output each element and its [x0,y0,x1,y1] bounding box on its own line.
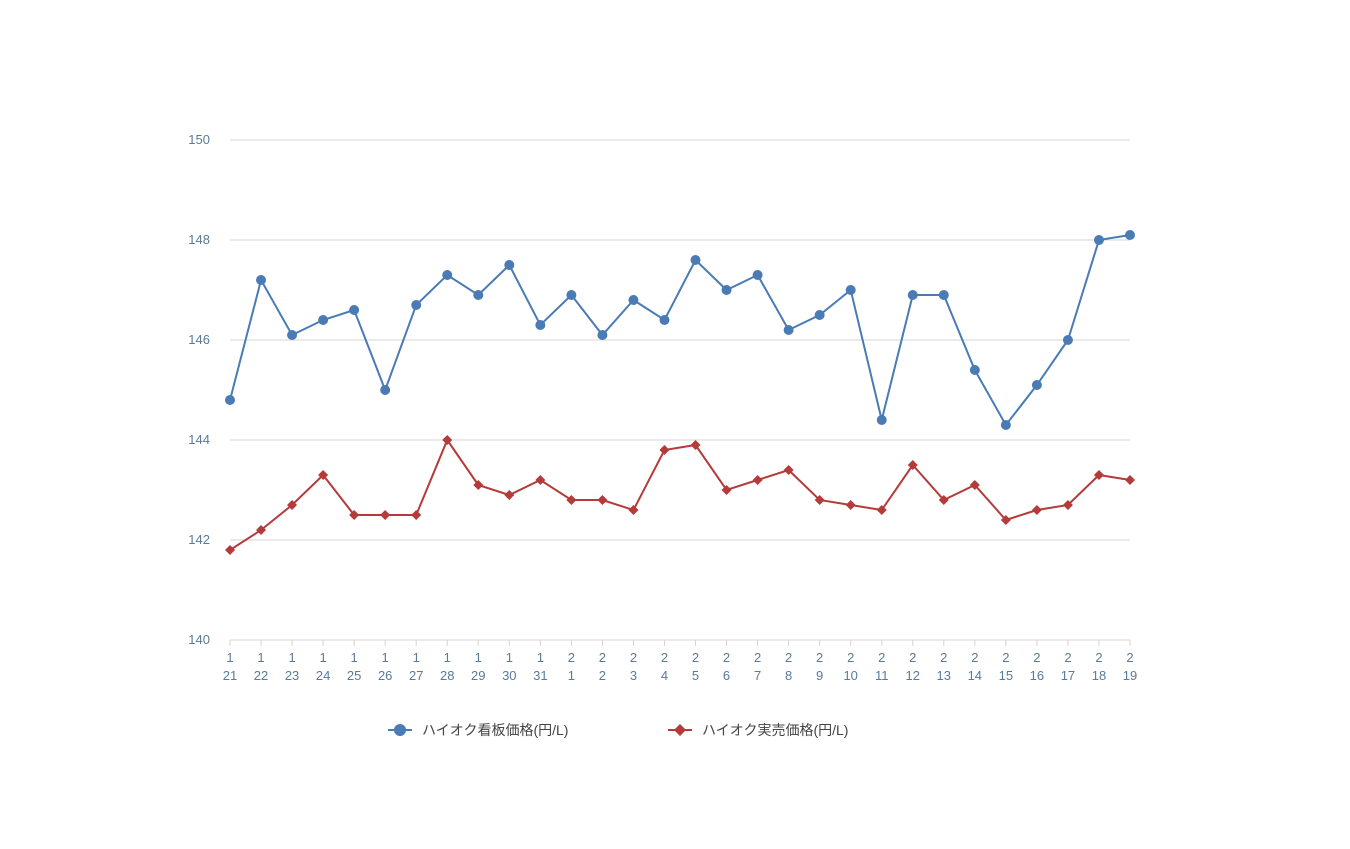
svg-text:2: 2 [1126,650,1133,665]
svg-text:26: 26 [378,668,392,683]
svg-text:24: 24 [316,668,330,683]
svg-text:2: 2 [754,650,761,665]
svg-text:2: 2 [971,650,978,665]
svg-text:8: 8 [785,668,792,683]
svg-text:19: 19 [1123,668,1137,683]
price-chart: 1401421441461481501211221231241251261271… [0,0,1350,844]
svg-text:2: 2 [909,650,916,665]
svg-text:146: 146 [188,332,210,347]
svg-text:16: 16 [1030,668,1044,683]
svg-text:ハイオク看板価格(円/L): ハイオク看板価格(円/L) [422,722,568,738]
svg-text:11: 11 [875,668,889,683]
svg-text:1: 1 [444,650,451,665]
svg-text:27: 27 [409,668,423,683]
svg-text:15: 15 [999,668,1013,683]
svg-text:14: 14 [968,668,982,683]
svg-text:142: 142 [188,532,210,547]
svg-text:1: 1 [568,668,575,683]
svg-text:2: 2 [630,650,637,665]
svg-text:1: 1 [319,650,326,665]
svg-text:23: 23 [285,668,299,683]
svg-text:30: 30 [502,668,516,683]
svg-text:7: 7 [754,668,761,683]
svg-text:6: 6 [723,668,730,683]
svg-text:2: 2 [599,650,606,665]
svg-text:ハイオク実売価格(円/L): ハイオク実売価格(円/L) [702,722,848,738]
svg-text:2: 2 [940,650,947,665]
svg-text:31: 31 [533,668,547,683]
svg-text:10: 10 [843,668,857,683]
svg-text:2: 2 [785,650,792,665]
svg-text:18: 18 [1092,668,1106,683]
svg-text:5: 5 [692,668,699,683]
svg-text:1: 1 [288,650,295,665]
svg-text:21: 21 [223,668,237,683]
svg-text:9: 9 [816,668,823,683]
svg-text:1: 1 [506,650,513,665]
svg-text:2: 2 [878,650,885,665]
svg-text:22: 22 [254,668,268,683]
svg-text:2: 2 [661,650,668,665]
svg-text:2: 2 [723,650,730,665]
svg-text:148: 148 [188,232,210,247]
svg-text:2: 2 [847,650,854,665]
svg-text:1: 1 [413,650,420,665]
svg-text:2: 2 [692,650,699,665]
svg-text:1: 1 [226,650,233,665]
svg-text:1: 1 [382,650,389,665]
chart-svg: 1401421441461481501211221231241251261271… [0,0,1350,844]
svg-text:28: 28 [440,668,454,683]
svg-text:29: 29 [471,668,485,683]
svg-text:2: 2 [1033,650,1040,665]
svg-text:17: 17 [1061,668,1075,683]
svg-text:1: 1 [537,650,544,665]
svg-text:150: 150 [188,132,210,147]
svg-text:2: 2 [816,650,823,665]
svg-text:12: 12 [906,668,920,683]
svg-text:2: 2 [1095,650,1102,665]
svg-text:1: 1 [475,650,482,665]
svg-text:1: 1 [351,650,358,665]
svg-text:1: 1 [257,650,264,665]
svg-text:144: 144 [188,432,210,447]
svg-text:2: 2 [599,668,606,683]
svg-text:140: 140 [188,632,210,647]
svg-text:2: 2 [1064,650,1071,665]
svg-text:25: 25 [347,668,361,683]
svg-text:2: 2 [1002,650,1009,665]
svg-text:3: 3 [630,668,637,683]
svg-text:2: 2 [568,650,575,665]
svg-text:4: 4 [661,668,668,683]
svg-text:13: 13 [937,668,951,683]
